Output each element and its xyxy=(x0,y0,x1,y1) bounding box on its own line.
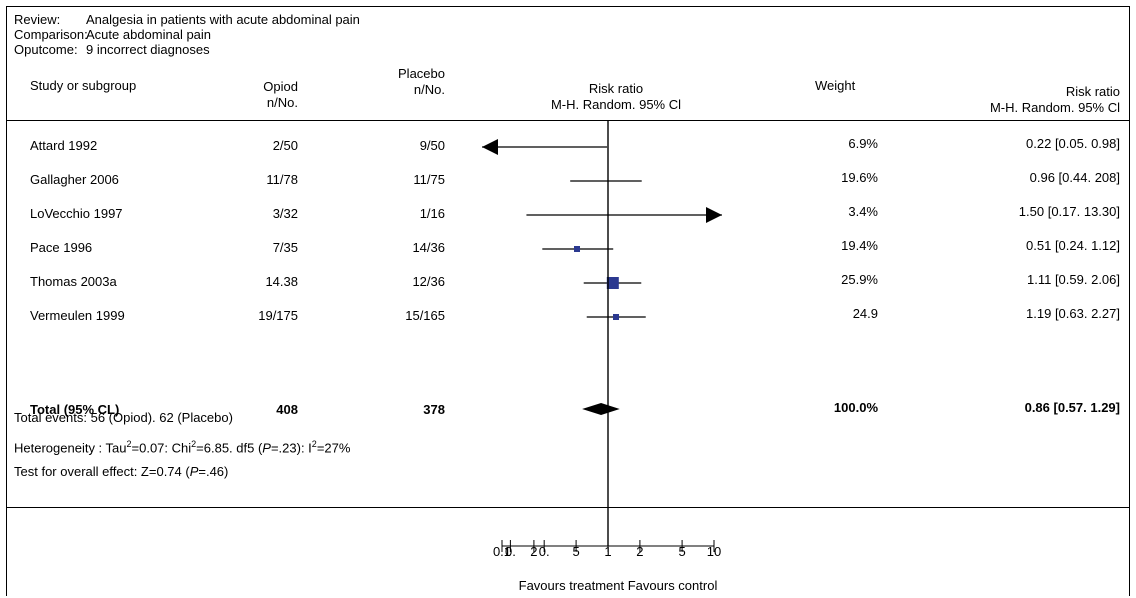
study-placebo: 1/16 xyxy=(419,206,445,221)
study-weight: 25.9% xyxy=(841,272,878,287)
study-name: LoVecchio 1997 xyxy=(30,206,123,221)
study-opiod: 14.38 xyxy=(265,274,298,289)
header-rr-plot-sub: M-H. Random. 95% Cl xyxy=(550,97,682,112)
x-tick-label: 10 xyxy=(707,544,721,559)
study-name: Thomas 2003a xyxy=(30,274,117,289)
study-rr: 0.22 [0.05. 0.98] xyxy=(1026,136,1120,151)
header-opiod: Opiod xyxy=(263,79,298,94)
favours-label: Favours treatment Favours control xyxy=(518,578,718,593)
summary-diamond xyxy=(582,403,620,415)
study-rr: 1.19 [0.63. 2.27] xyxy=(1026,306,1120,321)
heterogeneity: Heterogeneity : Tau2=0.07: Chi2=6.85. df… xyxy=(14,439,351,456)
study-placebo: 9/50 xyxy=(419,138,445,153)
figure-frame xyxy=(6,6,1130,596)
study-opiod: 7/35 xyxy=(272,240,298,255)
study-opiod: 19/175 xyxy=(258,308,298,323)
total-rr: 0.86 [0.57. 1.29] xyxy=(1024,400,1120,415)
footer-rule xyxy=(6,507,1130,508)
x-tick-label: 5 xyxy=(572,544,579,559)
header-placebo-sub: n/No. xyxy=(413,82,445,97)
study-name: Pace 1996 xyxy=(30,240,93,255)
header-rr-text: Risk ratio xyxy=(1065,84,1120,99)
header-placebo: Placebo xyxy=(398,66,445,81)
study-rr: 0.96 [0.44. 208] xyxy=(1029,170,1120,185)
point-estimate-box xyxy=(606,277,619,289)
study-rr: 0.51 [0.24. 1.12] xyxy=(1026,238,1120,253)
point-estimate-box xyxy=(574,246,581,252)
study-name: Gallagher 2006 xyxy=(30,172,119,187)
point-estimate-box xyxy=(613,314,620,320)
total-opiod: 408 xyxy=(276,402,298,417)
review-label: Review: xyxy=(14,12,61,27)
total-placebo: 378 xyxy=(423,402,445,417)
comparison-label: Comparison: xyxy=(14,27,88,42)
total-weight: 100.0% xyxy=(833,400,878,415)
study-opiod: 2/50 xyxy=(272,138,298,153)
x-tick-label: 1 xyxy=(604,544,611,559)
header-weight: Weight xyxy=(815,78,856,93)
total-name: Total (95% CL) xyxy=(30,402,120,417)
study-weight: 3.4% xyxy=(848,204,878,219)
study-weight: 24.9 xyxy=(852,306,878,321)
study-placebo: 15/165 xyxy=(405,308,445,323)
x-tick-label: 5 xyxy=(678,544,685,559)
total-events: Total events: 56 (Opiod). 62 (Placebo) xyxy=(14,410,233,425)
study-opiod: 11/78 xyxy=(266,172,298,187)
outcome-value: 9 incorrect diagnoses xyxy=(86,42,210,57)
study-name: Attard 1992 xyxy=(30,138,98,153)
study-placebo: 14/36 xyxy=(412,240,445,255)
study-weight: 19.6% xyxy=(841,170,878,185)
outcome-label: Oputcome: xyxy=(14,42,78,57)
study-opiod: 3/32 xyxy=(272,206,298,221)
x-tick-label: 0. xyxy=(539,544,550,559)
study-placebo: 12/36 xyxy=(412,274,445,289)
x-tick-label: 2 xyxy=(530,544,537,559)
header-opiod-sub: n/No. xyxy=(266,95,298,110)
study-weight: 19.4% xyxy=(841,238,878,253)
review-value: Analgesia in patients with acute abdomin… xyxy=(86,12,360,27)
study-rr: 1.50 [0.17. 13.30] xyxy=(1018,204,1120,219)
ci-arrow-right xyxy=(706,207,722,223)
ci-arrow-left xyxy=(482,139,498,155)
header-study: Study or subgroup xyxy=(30,78,137,93)
header-rr-text-sub: M-H. Random. 95% Cl xyxy=(989,100,1120,115)
header-rr-plot: Risk ratio xyxy=(588,81,644,96)
study-name: Vermeulen 1999 xyxy=(30,308,125,323)
study-weight: 6.9% xyxy=(848,136,878,151)
comparison-value: Acute abdominal pain xyxy=(86,27,212,42)
x-tick-label: 0. xyxy=(505,544,516,559)
header-rule xyxy=(6,120,1130,121)
overall-effect: Test for overall effect: Z=0.74 (P=.46) xyxy=(14,464,229,479)
study-rr: 1.11 [0.59. 2.06] xyxy=(1027,272,1120,287)
x-tick-label: 0.1 xyxy=(493,544,511,559)
x-tick-label: 2 xyxy=(636,544,643,559)
study-placebo: 11/75 xyxy=(413,172,445,187)
